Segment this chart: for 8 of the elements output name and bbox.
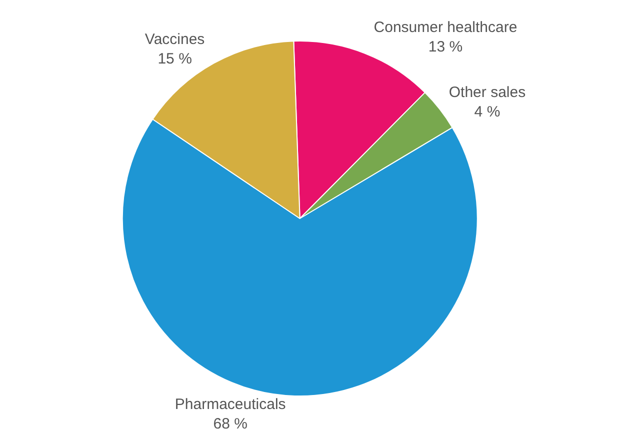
slice-label: Other sales <box>448 84 526 102</box>
data-label: 68 % <box>213 415 248 432</box>
slice-label: Consumer healthcare <box>374 19 518 36</box>
slice-label: Vaccines <box>144 31 205 48</box>
data-label: 15 % <box>158 50 192 68</box>
data-label: 13 % <box>428 38 463 56</box>
slice-label: Pharmaceuticals <box>174 396 286 413</box>
data-label: 4 % <box>474 104 500 121</box>
